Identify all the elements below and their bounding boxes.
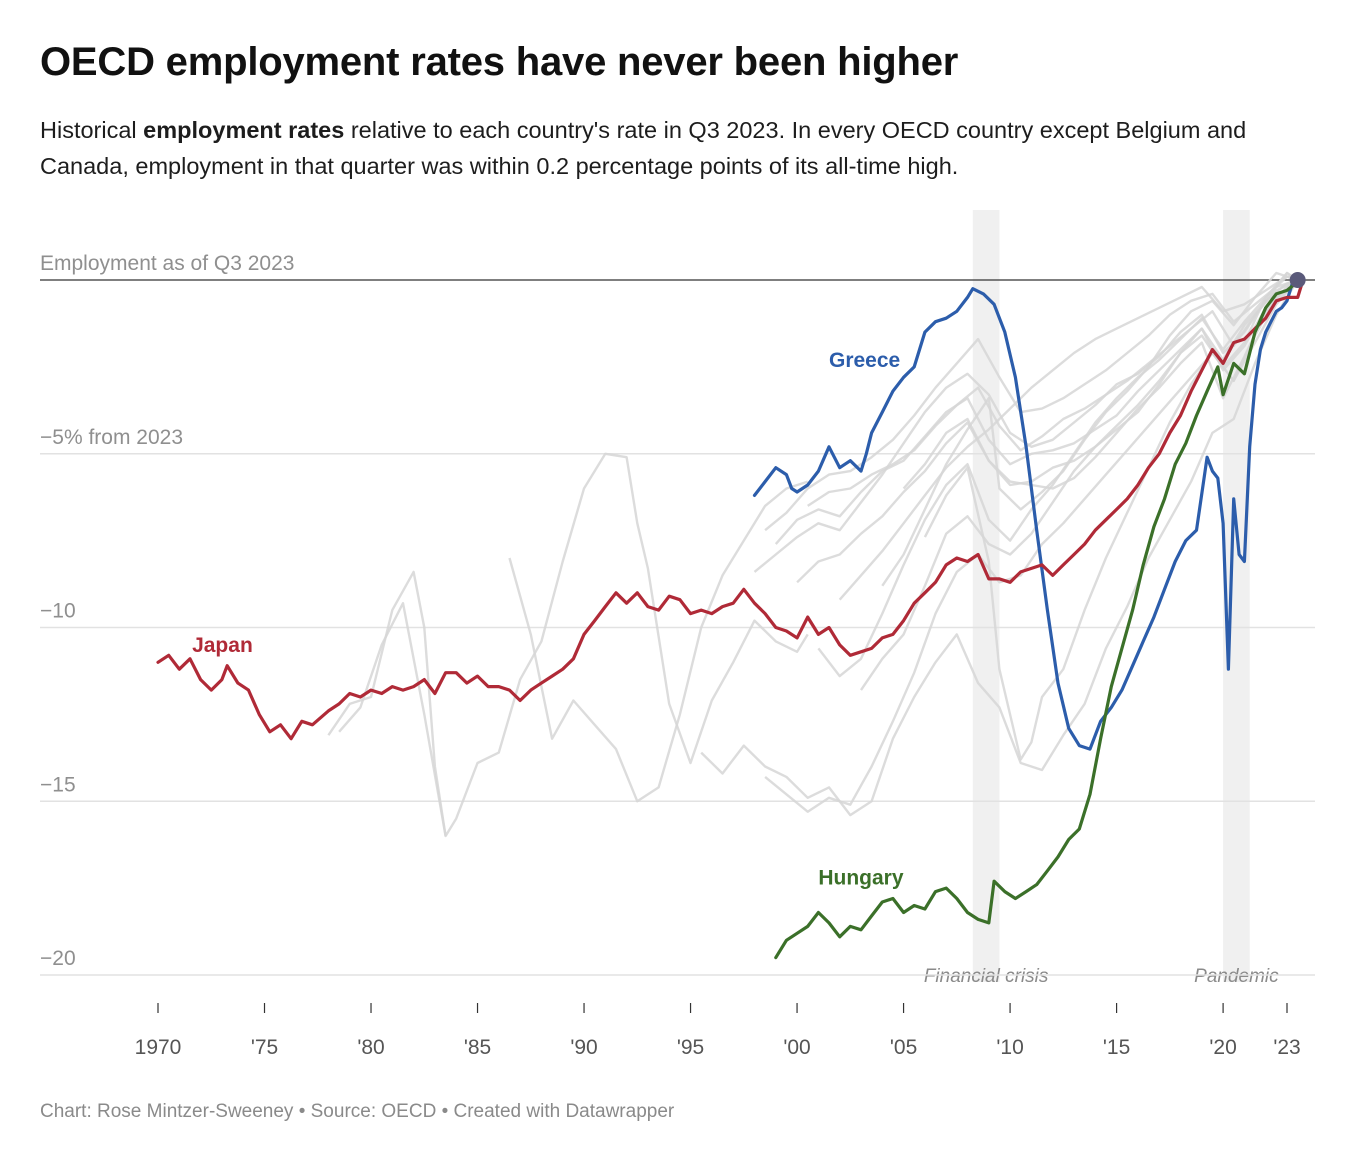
x-tick-label: '15 [1103,1036,1130,1059]
y-tick-label: −15 [40,773,76,796]
chart-subtitle: Historical employment rates relative to … [40,112,1330,184]
chart-title: OECD employment rates have never been hi… [40,40,959,84]
x-axis: 1970 '75 '80 '85 '90 '95 '00 '05 '10 '15 '20 '23 [135,1003,1301,1059]
series-label-japan: Japan [192,634,253,657]
other-countries-lines [327,271,1299,838]
band-label: Financial crisis [924,966,1049,987]
x-tick-label: '75 [251,1036,278,1059]
y-tick-label: Employment as of Q3 2023 [40,252,294,275]
employment-line-chart: Financial crisis Pandemic Employment as o… [40,210,1315,1059]
endpoint-marker [1289,272,1306,288]
series-line-japan [156,278,1305,741]
x-tick-label: '23 [1273,1036,1300,1059]
other-country-line [817,275,1299,678]
highlighted-country-lines [156,272,1306,960]
x-tick-label: '95 [677,1036,704,1059]
x-tick-label: '90 [570,1036,597,1059]
other-country-line [338,602,447,837]
gridlines: Employment as of Q3 2023 −5% from 2023 −10… [40,252,1315,976]
x-tick-label: '10 [996,1036,1023,1059]
x-tick-label: '00 [783,1036,810,1059]
subtitle-body: relative to each country's rate in Q3 20… [40,117,1247,179]
other-country-line [807,278,1299,507]
y-tick-label: −20 [40,947,76,970]
y-tick-label: −5% from 2023 [40,426,183,449]
series-labels: Greece Japan Hungary [192,349,904,890]
other-country-line [700,279,1299,817]
band-label: Pandemic [1194,966,1279,987]
x-tick-label: '80 [357,1036,384,1059]
x-tick-label: '85 [464,1036,491,1059]
subtitle-emphasis: employment rates [143,117,345,143]
subtitle-intro: Historical [40,117,144,143]
x-tick-label: 1970 [135,1036,182,1059]
series-line-greece [752,278,1305,751]
x-tick-label: '05 [890,1036,917,1059]
chart-credit: Chart: Rose Mintzer-Sweeney • Source: OE… [40,1101,675,1122]
other-country-line [508,480,809,803]
series-label-hungary: Hungary [818,867,904,890]
other-country-line [902,271,1299,490]
y-tick-label: −10 [40,600,76,623]
other-country-line [753,278,1299,573]
other-country-line [327,452,809,838]
other-country-line [838,275,1299,601]
band-0 [972,210,1000,982]
other-country-line [796,279,1299,584]
x-tick-label: '20 [1209,1036,1236,1059]
series-line-hungary [774,278,1305,960]
series-label-greece: Greece [829,349,900,372]
